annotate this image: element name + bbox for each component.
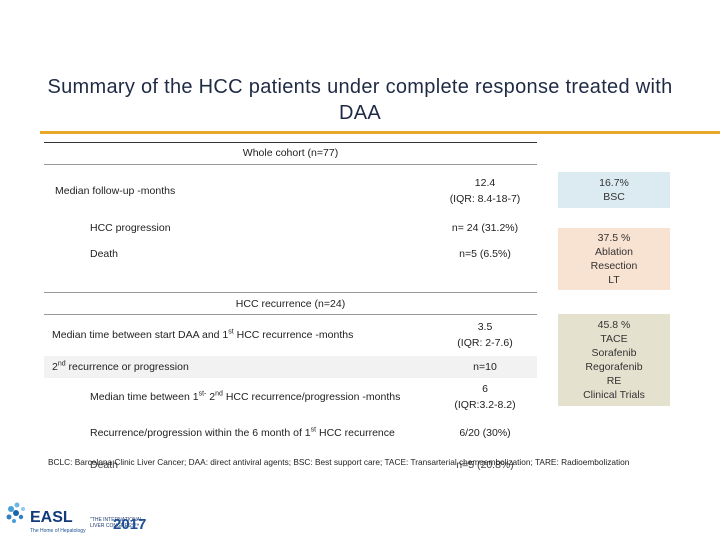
between-recurrences-label: Median time between 1st- 2nd HCC recurre… [90, 390, 401, 404]
hcc-progression-value: n= 24 (31.2%) [451, 222, 519, 234]
second-recurrence-label: 2nd recurrence or progression [52, 360, 189, 374]
page-title: Summary of the HCC patients under comple… [47, 76, 673, 124]
hcc-progression-label: HCC progression [90, 222, 171, 234]
death-label: Death [90, 248, 119, 260]
second-recurrence-row-band [44, 356, 537, 378]
second-recurrence-value: n=10 [473, 361, 497, 373]
recurrence-median-time-value-line2: (IQR: 2-7.6) [457, 337, 513, 349]
recurrence-median-time-label: Median time between start DAA and 1st HC… [52, 328, 354, 342]
whole-cohort-header-rule [44, 164, 537, 165]
recurrence-median-time-value-line1: 3.5 [477, 321, 493, 333]
recurrence-death-value: n=5 (20.8%) [456, 459, 514, 471]
abbreviations-footnote: BCLC: Barcelona Clinic Liver Cancer; DAA… [48, 457, 630, 467]
recurrence-header-rule [44, 314, 537, 315]
table-top-rule [44, 142, 537, 143]
ilc-congress-text: "THE INTERNATIONAL LIVER CONGRESS™ [90, 517, 143, 529]
easl-logo: EASL The Home of Hepatology [4, 500, 154, 536]
recurrence-top-rule [44, 292, 537, 293]
easl-logo-icon [6, 502, 25, 523]
title-divider [40, 131, 720, 134]
tace-sorafenib-box: 45.8 % TACE Sorafenib Regorafenib RE Cli… [558, 314, 670, 406]
congress-year: 2017 [113, 516, 147, 533]
follow-up-value-line1: 12.4 [474, 177, 496, 189]
follow-up-value-line2: (IQR: 8.4-18-7) [449, 193, 521, 205]
whole-cohort-header: Whole cohort (n=77) [242, 147, 339, 159]
between-recurrences-value-line2: (IQR:3.2-8.2) [454, 399, 516, 411]
bsc-box: 16.7% BSC [558, 172, 670, 208]
follow-up-label: Median follow-up -months [55, 185, 176, 197]
ablation-resection-box: 37.5 % Ablation Resection LT [558, 228, 670, 290]
within-6-month-value: 6/20 (30%) [459, 427, 511, 439]
easl-logo-text: EASL [30, 509, 73, 526]
within-6-month-label: Recurrence/progression within the 6 mont… [90, 426, 395, 440]
easl-tagline: The Home of Hepatology [30, 528, 86, 534]
death-value: n=5 (6.5%) [459, 248, 511, 260]
recurrence-death-label: Death [90, 459, 119, 471]
between-recurrences-value-line1: 6 [482, 383, 488, 395]
recurrence-header: HCC recurrence (n=24) [235, 298, 346, 310]
